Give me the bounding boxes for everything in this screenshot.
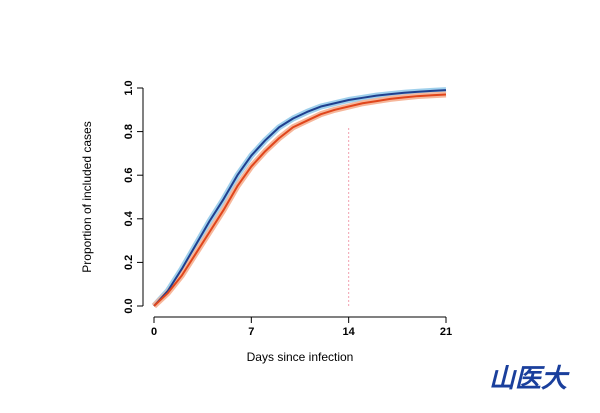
- x-tick-label: 0: [151, 326, 157, 338]
- line: [153, 93, 447, 307]
- x-tick-label: 14: [343, 326, 356, 338]
- y-tick-label: 0.4: [123, 210, 135, 226]
- x-tick-label: 21: [440, 326, 452, 338]
- x-tick-label: 7: [248, 326, 254, 338]
- watermark: 山医大: [489, 364, 570, 394]
- y-tick-label: 0.6: [123, 168, 135, 183]
- line: [153, 89, 447, 307]
- y-axis-label: Proportion of included cases: [80, 121, 94, 272]
- y-tick-label: 0.8: [123, 124, 135, 139]
- y-tick-label: 0.0: [123, 298, 135, 313]
- y-tick-label: 0.2: [123, 255, 135, 270]
- x-axis-label: Days since infection: [247, 350, 354, 364]
- y-tick-label: 1.0: [123, 80, 135, 95]
- confidence-band: [151, 91, 447, 309]
